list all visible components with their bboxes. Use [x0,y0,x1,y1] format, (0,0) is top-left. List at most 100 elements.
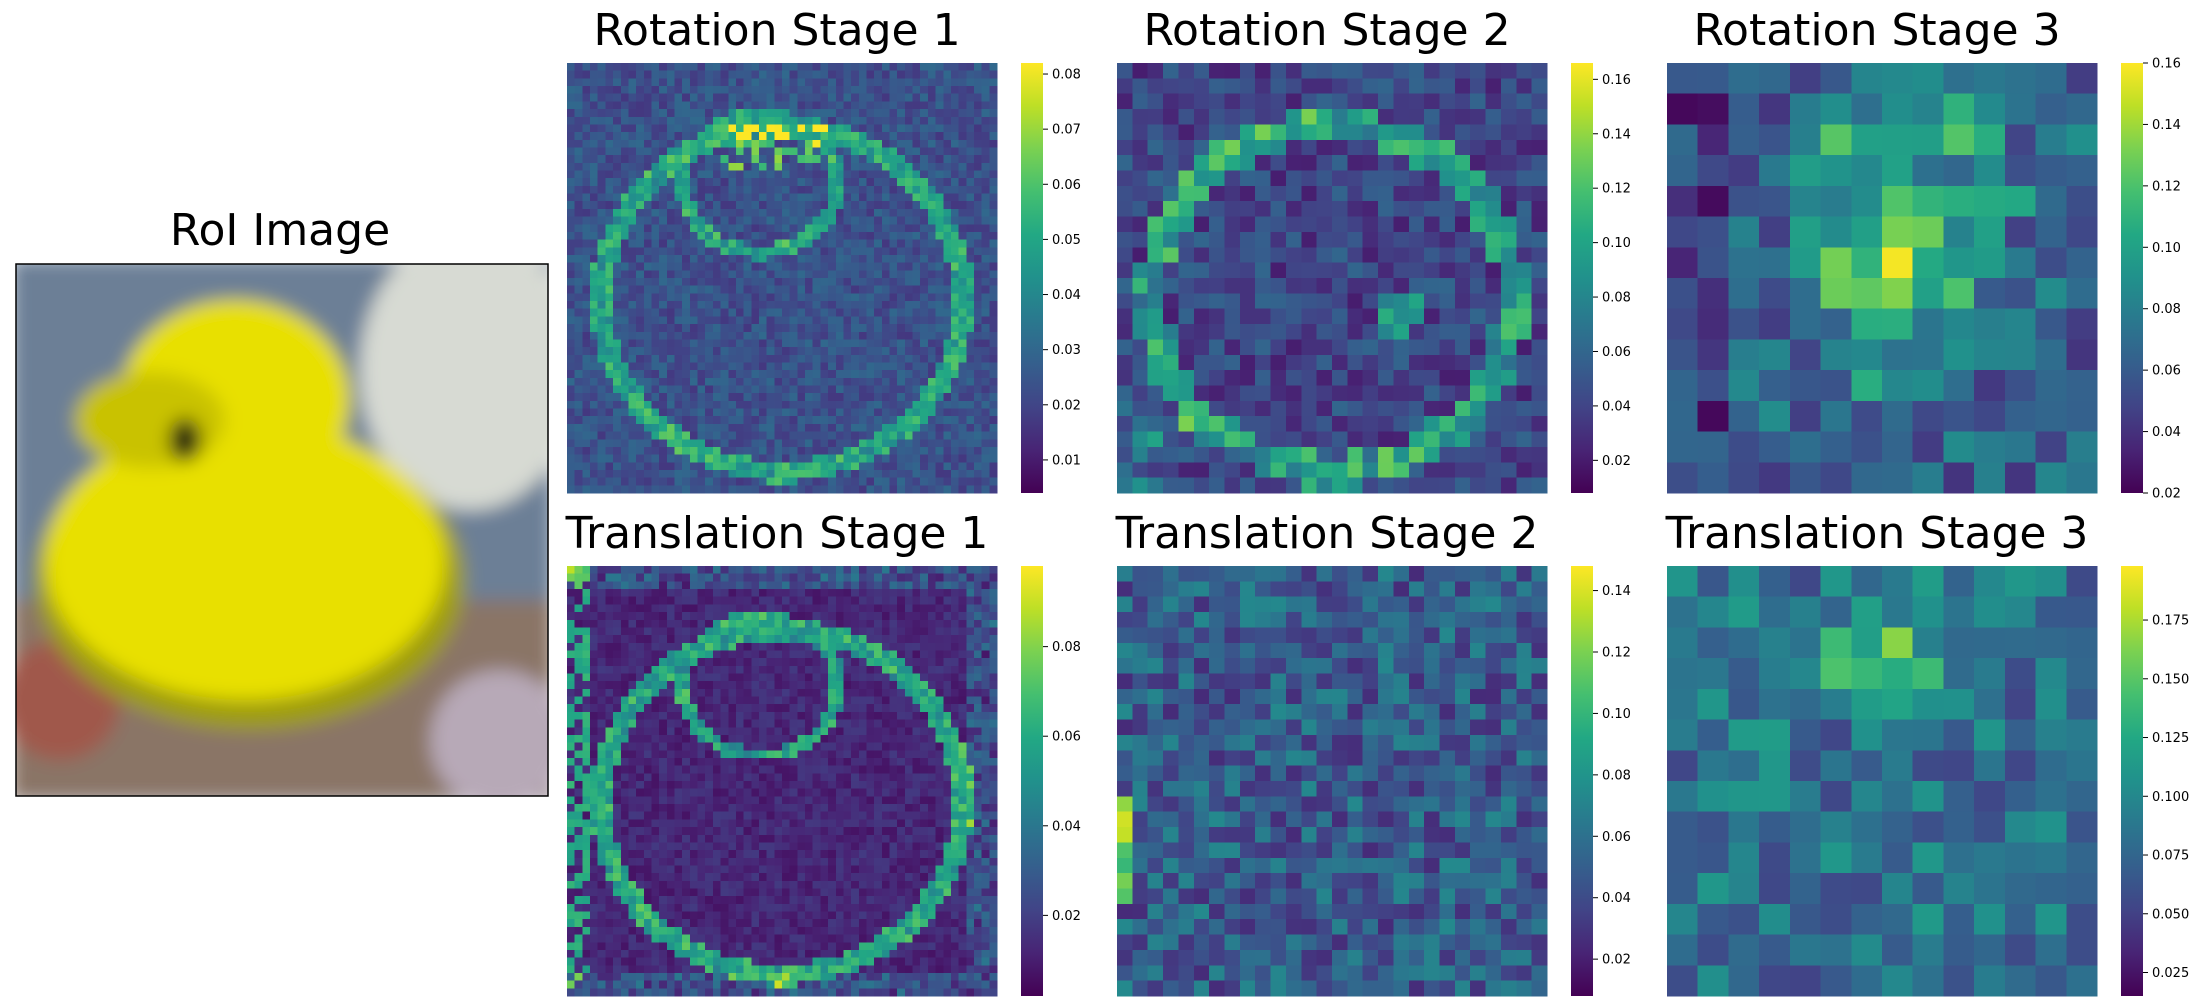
heatmap-cell [689,239,699,248]
heatmap-cell [828,339,837,348]
heatmap-cell [866,596,875,605]
heatmap-cell [689,70,699,79]
heatmap-cell [904,224,914,233]
heatmap-cell [689,658,699,667]
heatmap-cell [582,477,591,486]
heatmap-cell [835,596,845,605]
heatmap-cell [613,469,622,479]
heatmap-cell [590,354,599,364]
heatmap-cell [1378,262,1395,279]
heatmap-cell [758,393,768,402]
heatmap-cell [1332,416,1348,433]
heatmap-cell [1117,293,1133,310]
heatmap-cell [943,155,952,164]
heatmap-cell [720,239,729,248]
heatmap-cell [782,170,791,179]
heatmap-cell [912,109,921,118]
heatmap-cell [912,262,921,271]
heatmap-cell [805,454,814,463]
heatmap-cell [904,370,914,379]
heatmap-cell [935,423,944,433]
heatmap-cell [1178,416,1195,433]
heatmap-cell [705,201,714,210]
heatmap-cell [1193,78,1210,95]
heatmap-cell [613,155,622,164]
heatmap-cell [682,339,691,348]
heatmap-cell [674,347,683,356]
heatmap-cell [812,416,821,425]
heatmap-cell [973,469,983,479]
heatmap-cell [950,285,960,294]
heatmap-cell [705,278,714,287]
heatmap-cell [927,454,937,463]
heatmap-cell [912,208,921,218]
heatmap-cell [1178,185,1195,202]
heatmap-cell [643,566,653,575]
heatmap-cell [636,124,645,133]
heatmap-cell [774,316,783,325]
heatmap-cell [712,254,722,264]
heatmap-cell [835,239,845,248]
heatmap-cell [674,354,683,364]
heatmap-cell [620,78,630,87]
heatmap-cell [881,477,891,486]
heatmap-cell [874,573,883,582]
heatmap-cell [728,301,737,310]
heatmap-cell [1316,93,1333,110]
heatmap-cell [1332,400,1348,417]
heatmap-cell [828,566,837,575]
heatmap-cell [705,331,714,341]
heatmap-cell [735,431,745,440]
heatmap-cell [1132,308,1149,325]
heatmap-cell [874,439,883,448]
heatmap-cell [828,201,837,210]
heatmap-cell [889,262,898,271]
heatmap-cell [797,408,806,417]
heatmap-cell [1485,324,1502,341]
heatmap-cell [966,254,975,264]
heatmap-cell [1516,324,1533,341]
heatmap-cell [843,193,852,202]
heatmap-cell [774,589,783,598]
heatmap-cell [973,627,983,636]
heatmap-cell [981,446,990,456]
heatmap-cell [1820,431,1852,463]
heatmap-cell [820,278,829,287]
heatmap-cell [689,354,699,364]
heatmap-cell [843,70,852,79]
heatmap-cell [1424,63,1441,79]
heatmap-cell [966,431,975,440]
heatmap-cell [567,178,576,187]
heatmap-cell [1974,308,2006,341]
heatmap-cell [1974,155,2006,187]
heatmap-cell [636,231,645,241]
heatmap-cell [751,469,760,479]
heatmap-cell [697,285,706,294]
heatmap-cell [973,155,983,164]
heatmap-cell [712,239,722,248]
heatmap-cell [1163,262,1180,279]
heatmap-cell [766,385,775,394]
heatmap-cell [651,485,660,494]
heatmap-cell [751,293,760,302]
heatmap-cell [735,462,745,471]
heatmap-cell [590,331,599,341]
heatmap-cell [920,124,929,133]
heatmap-cell [789,477,798,486]
heatmap-cell [628,139,637,149]
heatmap-cell [820,354,829,364]
heatmap-cell [1439,216,1456,233]
heatmap-cell [912,485,921,494]
heatmap-cell [597,301,606,310]
heatmap-cell [989,408,998,417]
heatmap-cell [728,247,737,256]
heatmap-cell [682,446,691,456]
heatmap-cell [1209,201,1226,218]
heatmap-cell [1439,462,1456,479]
heatmap-cell [597,147,606,156]
heatmap-cell [835,665,845,675]
heatmap-cell [881,324,891,333]
heatmap-cell [897,185,906,195]
heatmap-cell [766,262,775,271]
heatmap-cell [927,270,937,279]
